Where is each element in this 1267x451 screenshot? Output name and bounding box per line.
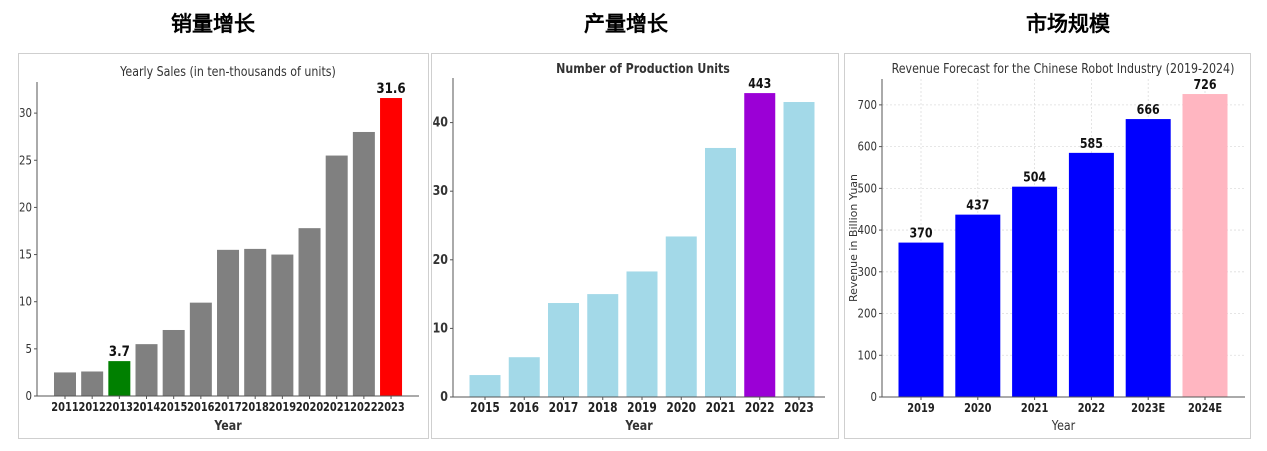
y-tick-label: 200 [858, 307, 877, 321]
x-axis-label: Year [1051, 418, 1075, 433]
y-tick-label: 20 [433, 252, 448, 267]
x-tick-label: 2020 [296, 400, 324, 414]
y-tick-label: 0 [26, 389, 32, 403]
bar-2020 [298, 228, 321, 396]
x-axis-label: Year [213, 418, 241, 433]
data-label: 3.7 [109, 344, 130, 360]
bar-2022 [1068, 152, 1114, 397]
y-tick-label: 0 [871, 390, 877, 404]
data-label: 726 [1193, 77, 1216, 92]
x-tick-label: 2023 [377, 400, 404, 414]
x-axis-label: Year [624, 418, 652, 433]
x-tick-label: 2015 [470, 400, 500, 415]
bar-2012 [81, 371, 104, 396]
x-tick-label: 2021 [323, 400, 350, 414]
y-tick-label: 40 [433, 115, 448, 130]
y-tick-label: 100 [858, 348, 877, 362]
bar-2011 [54, 372, 76, 396]
x-tick-label: 2011 [51, 400, 78, 414]
heading-market-size: 市场规模 [1026, 12, 1110, 36]
y-tick-label: 10 [19, 295, 32, 309]
bar-2022 [352, 131, 375, 396]
bar-2021 [705, 147, 736, 397]
bar-2020 [665, 236, 697, 397]
data-label: 31.6 [376, 81, 405, 97]
x-tick-label: 2021 [1021, 401, 1048, 415]
x-tick-label: 2022 [745, 400, 775, 415]
x-tick-label: 2019 [269, 400, 296, 414]
x-tick-label: 2022 [1078, 401, 1105, 415]
bar-2016 [189, 302, 212, 396]
x-tick-label: 2022 [350, 400, 377, 414]
y-tick-label: 30 [433, 183, 448, 198]
y-axis-label: Revenue in Billion Yuan [847, 174, 860, 302]
x-tick-label: 2019 [907, 401, 934, 415]
chart-title: Yearly Sales (in ten-thousands of units) [119, 64, 336, 79]
bar-2018 [244, 248, 267, 396]
bar-2013 [108, 361, 131, 396]
y-tick-label: 500 [858, 182, 877, 196]
x-tick-label: 2018 [242, 400, 269, 414]
bar-2019 [271, 254, 294, 396]
x-tick-label: 2017 [214, 400, 241, 414]
x-tick-label: 2023E [1131, 401, 1165, 415]
bar-2014 [135, 344, 158, 396]
y-tick-label: 25 [19, 153, 32, 167]
x-tick-label: 2020 [964, 401, 992, 415]
data-label: 585 [1080, 136, 1103, 151]
data-label: 443 [748, 76, 771, 91]
chart-title: Revenue Forecast for the Chinese Robot I… [892, 61, 1235, 76]
data-label: 437 [966, 198, 989, 213]
bar-2019 [626, 271, 658, 397]
y-tick-label: 10 [433, 321, 448, 336]
x-tick-label: 2019 [627, 400, 657, 415]
y-tick-label: 300 [858, 265, 877, 279]
heading-production-growth: 产量增长 [584, 12, 668, 36]
x-tick-label: 2016 [187, 400, 215, 414]
x-tick-label: 2016 [509, 400, 539, 415]
bar-2017 [548, 303, 579, 397]
data-label: 370 [909, 226, 932, 241]
x-tick-label: 2020 [666, 400, 696, 415]
chart-title: Number of Production Units [556, 61, 730, 76]
y-tick-label: 0 [440, 389, 448, 404]
bar-2015 [162, 329, 185, 396]
x-tick-label: 2018 [588, 400, 618, 415]
bar-2021 [1012, 186, 1058, 397]
heading-sales-growth: 销量增长 [171, 12, 255, 36]
bar-2018 [587, 294, 619, 397]
bar-2020 [955, 214, 1001, 397]
bar-2015 [469, 375, 501, 397]
x-tick-label: 2023 [784, 400, 814, 415]
y-tick-label: 400 [858, 223, 877, 237]
y-tick-label: 600 [858, 140, 877, 154]
bar-2022 [744, 93, 776, 398]
bar-2017 [217, 249, 240, 396]
x-tick-label: 2024E [1188, 401, 1222, 415]
y-tick-label: 15 [19, 248, 32, 262]
y-tick-label: 20 [19, 201, 32, 215]
data-label: 666 [1137, 102, 1160, 117]
x-tick-label: 2015 [160, 400, 187, 414]
bar-2024E [1182, 94, 1228, 397]
x-tick-label: 2012 [78, 400, 105, 414]
data-label: 504 [1023, 170, 1046, 185]
y-tick-label: 700 [858, 98, 877, 112]
bar-2023 [380, 98, 403, 396]
bar-2023 [783, 102, 815, 398]
x-tick-label: 2017 [549, 400, 579, 415]
x-tick-label: 2014 [133, 400, 161, 414]
bar-2023E [1125, 119, 1171, 398]
x-tick-label: 2013 [106, 400, 133, 414]
y-tick-label: 5 [26, 342, 32, 356]
bar-2019 [898, 242, 944, 397]
y-tick-label: 30 [19, 106, 32, 120]
x-tick-label: 2021 [706, 400, 736, 415]
bar-2016 [508, 357, 540, 397]
bar-2021 [325, 155, 348, 396]
